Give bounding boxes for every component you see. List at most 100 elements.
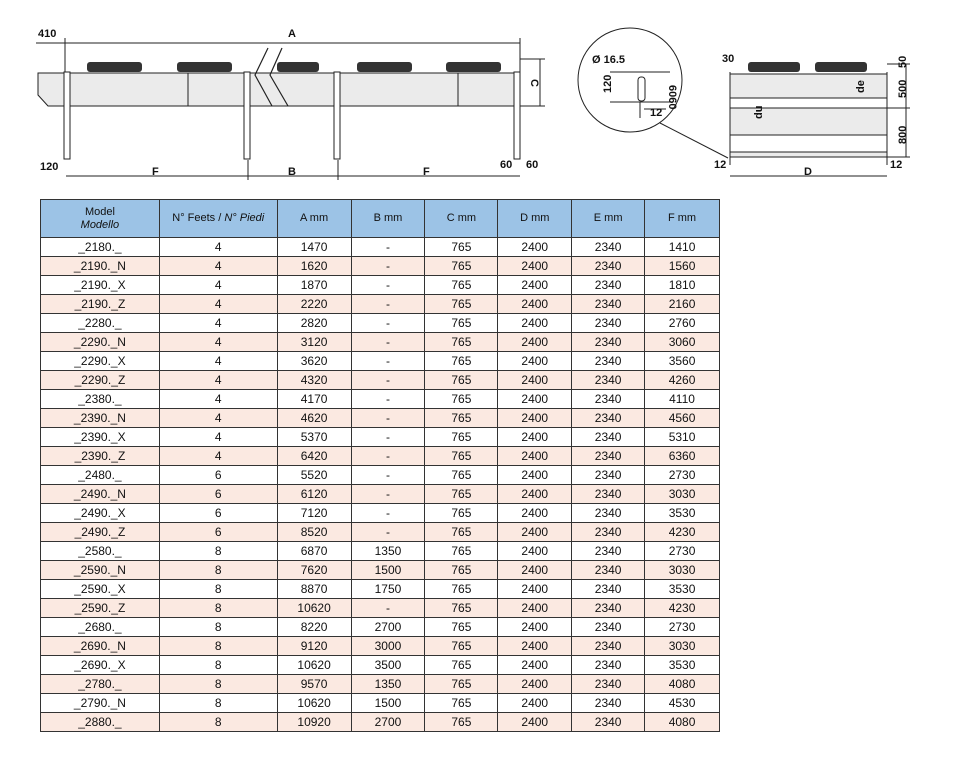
cell-e: 2340 [571,332,646,352]
cell-b: - [350,351,426,371]
header-d: D mm [497,199,573,238]
cell-model: _2590._Z [40,598,160,618]
header-model-label-it: Modello [80,218,120,231]
cell-d: 2400 [497,655,573,675]
cell-a: 5370 [276,427,352,447]
cell-a: 10620 [276,655,352,675]
cell-feet: 8 [158,598,278,618]
dim-F-right: F [423,166,430,178]
cell-feet: 6 [158,465,278,485]
cell-feet: 4 [158,351,278,371]
table-row: _2190._Z 4 2220-765 2400 2340 2160 [40,294,720,314]
table-row: _2590._Z 8 10620-765 2400 2340 4230 [40,598,720,618]
cell-c: 765 [424,636,499,656]
cell-f: 2760 [644,313,720,333]
cell-model: _2290._N [40,332,160,352]
cell-e: 2340 [571,294,646,314]
cell-feet: 4 [158,408,278,428]
header-b: B mm [350,199,426,238]
cell-b: 1500 [350,560,426,580]
cell-e: 2340 [571,503,646,523]
cell-c: 765 [424,674,499,694]
cell-b: 2700 [350,617,426,637]
cell-feet: 4 [158,313,278,333]
cell-model: _2190._Z [40,294,160,314]
cell-f: 3030 [644,636,720,656]
cell-e: 2340 [571,389,646,409]
table-row: _2690._N 8 9120 3000 765 2400 2340 3030 [40,636,720,656]
cell-b: 2700 [350,712,426,732]
cell-d: 2400 [497,389,573,409]
cell-e: 2340 [571,598,646,618]
cell-c: 765 [424,427,499,447]
cell-c: 765 [424,560,499,580]
cell-e: 2340 [571,237,646,257]
cell-c: 765 [424,712,499,732]
header-e: E mm [571,199,646,238]
dim-30: 30 [722,53,734,65]
dim-de: de [855,80,867,93]
cell-e: 2340 [571,313,646,333]
header-feet: N° Feets / N° Piedi [158,199,278,238]
cell-model: _2690._N [40,636,160,656]
cell-a: 1870 [276,275,352,295]
cell-b: - [350,332,426,352]
cell-f: 3030 [644,560,720,580]
cell-d: 2400 [497,408,573,428]
cell-f: 4230 [644,522,720,542]
cell-feet: 8 [158,636,278,656]
cell-model: _2490._Z [40,522,160,542]
table-row: _2490._Z 6 8520-765 2400 2340 4230 [40,522,720,542]
dim-12-right: 12 [890,159,902,171]
cell-a: 6420 [276,446,352,466]
cell-b: - [350,313,426,333]
cell-b: - [350,389,426,409]
cell-c: 765 [424,465,499,485]
cell-c: 765 [424,370,499,390]
cell-f: 3530 [644,579,720,599]
cell-d: 2400 [497,503,573,523]
cell-e: 2340 [571,560,646,580]
header-model: Model Modello [40,199,160,238]
header-model-label: Model [84,205,115,218]
cell-c: 765 [424,617,499,637]
dim-F-left: F [152,166,159,178]
cell-f: 2730 [644,465,720,485]
cell-feet: 8 [158,579,278,599]
cell-feet: 4 [158,389,278,409]
table-row: _2190._N 4 1620-765 2400 2340 1560 [40,256,720,276]
dim-diameter: Ø 16.5 [592,54,625,66]
cell-d: 2400 [497,522,573,542]
cell-e: 2340 [571,256,646,276]
cell-b: - [350,465,426,485]
cell-f: 1810 [644,275,720,295]
cell-d: 2400 [497,465,573,485]
cell-feet: 8 [158,712,278,732]
cell-model: _2780._ [40,674,160,694]
cell-model: _2390._Z [40,446,160,466]
table-row: _2480._ 6 5520-765 2400 2340 2730 [40,465,720,485]
cell-f: 3530 [644,503,720,523]
cell-f: 5310 [644,427,720,447]
cell-b: 3000 [350,636,426,656]
cell-a: 6870 [276,541,352,561]
cell-d: 2400 [497,275,573,295]
dim-50: 50 [897,56,909,68]
table-body: _2180._ 4 1470-765 2400 2340 1410 _2190._N 4 162… [40,237,720,732]
cell-a: 10620 [276,598,352,618]
cell-b: - [350,427,426,447]
cell-feet: 4 [158,256,278,276]
cell-b: - [350,256,426,276]
cell-b: - [350,503,426,523]
table-row: _2290._N 4 3120-765 2400 2340 3060 [40,332,720,352]
dim-120: 120 [40,161,58,173]
cell-a: 8220 [276,617,352,637]
cell-f: 4560 [644,408,720,428]
cell-c: 765 [424,655,499,675]
cell-feet: 4 [158,427,278,447]
cell-a: 10920 [276,712,352,732]
cell-d: 2400 [497,636,573,656]
cell-c: 765 [424,693,499,713]
cell-f: 3530 [644,655,720,675]
cell-e: 2340 [571,522,646,542]
